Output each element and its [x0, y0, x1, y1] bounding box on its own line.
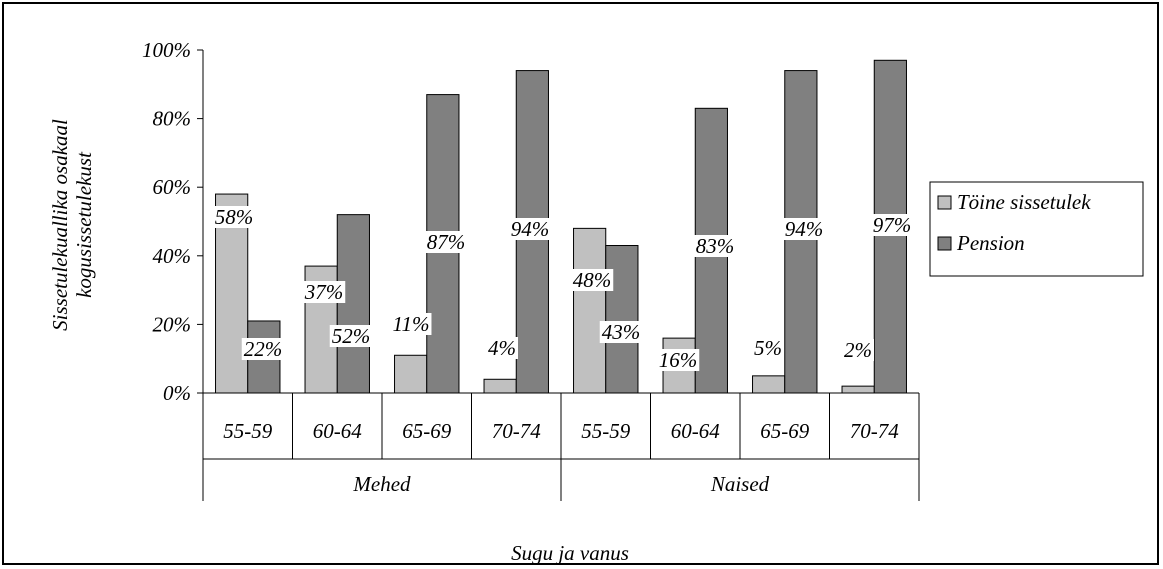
data-label: 97% [873, 213, 912, 237]
legend-box [929, 181, 1144, 277]
data-label: 5% [754, 336, 782, 360]
legend-label-toine: Töine sissetulek [957, 190, 1091, 214]
bar-chart: 58% 37% 11% 4% 48% 16% 5% 2% 22% 52% 87% 94% 43% 83% 9… [48, 38, 1144, 565]
category-label: 65-69 [760, 419, 809, 443]
bar-pension [336, 214, 370, 394]
data-label: 48% [573, 268, 612, 292]
data-label-background [842, 339, 874, 361]
y-tick-label: 20% [153, 312, 192, 336]
data-label-background [212, 206, 256, 228]
category-label: 60-64 [671, 419, 720, 443]
y-tick-label: 100% [142, 38, 191, 62]
legend-swatch-toine [937, 195, 952, 210]
data-label: 43% [602, 320, 641, 344]
data-label-background [599, 321, 643, 343]
data-label-background [390, 313, 432, 335]
data-label-background [752, 337, 784, 359]
data-label-background [424, 231, 468, 253]
data-label-background [570, 269, 614, 291]
data-label-background [656, 349, 700, 371]
category-label: 55-59 [223, 419, 272, 443]
data-label-background [486, 337, 518, 359]
bar-toine [394, 354, 428, 394]
data-label: 4% [488, 336, 516, 360]
data-label: 37% [304, 280, 344, 304]
category-label: 70-74 [492, 419, 541, 443]
data-label-background [870, 214, 914, 236]
data-label: 94% [511, 217, 550, 241]
bar-toine [483, 378, 517, 394]
y-axis-label-line-1: Sissetulekuallika osakaal [48, 119, 72, 331]
data-label-background [508, 218, 552, 240]
data-label: 22% [244, 337, 283, 361]
data-label-background [241, 338, 285, 360]
data-label-background [782, 218, 826, 240]
data-label: 83% [696, 234, 735, 258]
data-label: 2% [844, 338, 872, 362]
y-axis-label-line-2: kogusissetulekust [72, 151, 96, 298]
data-label-background [329, 325, 373, 347]
bar-toine [841, 385, 875, 394]
legend-swatch-pension [937, 236, 952, 251]
y-tick-label: 0% [163, 381, 191, 405]
legend-label-pension: Pension [956, 231, 1025, 255]
data-label: 87% [427, 230, 466, 254]
category-labels: 55-59 60-64 65-69 70-74 55-59 60-64 65-69 70-74 [223, 419, 899, 443]
category-label: 65-69 [402, 419, 451, 443]
data-label-background [693, 235, 737, 257]
data-label: 58% [215, 205, 254, 229]
category-label: 60-64 [313, 419, 362, 443]
y-tick-label: 80% [153, 107, 192, 131]
x-axis-label: Sugu ja vanus [511, 541, 629, 565]
category-label: 55-59 [581, 419, 630, 443]
data-label: 11% [393, 312, 430, 336]
group-label: Naised [710, 472, 770, 496]
data-label: 52% [332, 324, 371, 348]
legend: Töine sissetulek Pension [929, 181, 1144, 277]
group-labels: Mehed Naised [352, 472, 769, 496]
y-tick-labels: 0% 20% 40% 60% 80% 100% [142, 38, 191, 405]
data-label: 16% [659, 348, 698, 372]
bar-toine [752, 375, 786, 394]
y-tick-label: 60% [153, 175, 192, 199]
group-label: Mehed [352, 472, 411, 496]
bar-toine [573, 227, 607, 394]
data-labels: 58% 37% 11% 4% 48% 16% 5% 2% 22% 52% 87% 94% 43% 83% 9… [212, 205, 914, 372]
category-label: 70-74 [850, 419, 899, 443]
data-label-background [301, 281, 346, 303]
data-label: 94% [785, 217, 824, 241]
y-tick-label: 40% [153, 244, 192, 268]
